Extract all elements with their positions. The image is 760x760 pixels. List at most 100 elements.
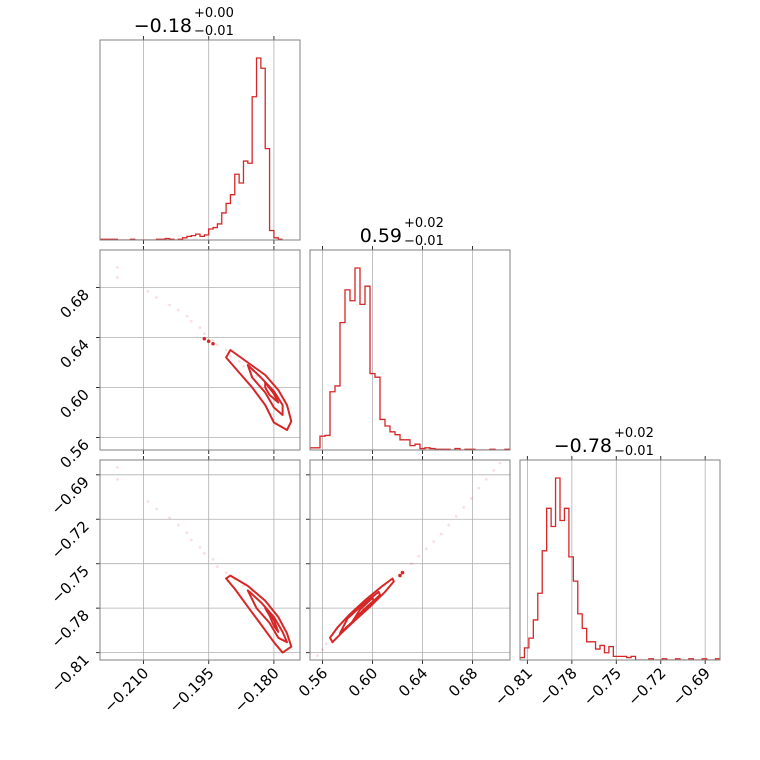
scatter-point [189,319,193,323]
scatter-point [185,531,189,534]
x-tick-label: −0.75 [580,664,625,709]
y-tick-label: 0.56 [56,436,92,472]
x-tick-label: −0.195 [166,664,218,716]
scatter-point [242,364,245,368]
scatter-point [316,654,319,657]
panel-frame [309,249,511,451]
scatter-point [454,514,458,518]
panel-2-1 [306,456,511,664]
panel-frame [99,459,301,661]
scatter-point [176,308,180,312]
title-2: −0.78+0.02 −0.01 [554,426,654,459]
histogram-2 [520,477,720,660]
scatter-point [215,565,219,569]
dense-point [206,339,211,344]
scatter-point [409,562,413,566]
scatter-point [469,497,473,500]
panel-frame [99,39,301,241]
panel-1-1 [309,246,511,454]
x-tick-label: −0.72 [624,664,669,709]
contour-level-2 [264,381,280,404]
x-tick-label: 0.64 [395,664,431,700]
panel-2-0 [96,456,301,664]
scatter-point [224,571,228,574]
contour-level-2 [264,607,280,633]
x-tick-label: −0.180 [231,664,283,716]
title-value: −0.18 [134,15,192,37]
contour-level-2 [351,596,375,623]
scatter-point [462,506,466,509]
scatter-point [115,477,119,481]
scatter-point [324,642,328,646]
y-tick-label: −0.72 [48,517,93,562]
histogram-1 [310,267,510,450]
dense-point [211,341,215,346]
y-tick-label: 0.68 [56,286,92,322]
panel-frame [309,459,511,661]
scatter-point [202,551,206,555]
panel-frame [99,249,301,451]
title-lower-error: −0.01 [614,444,654,459]
y-tick-label: −0.78 [48,606,93,651]
title-0: −0.18+0.00 −0.01 [134,6,234,39]
title-value: −0.78 [554,435,612,457]
x-tick-label: 0.68 [445,664,481,700]
contour-level-0 [225,349,293,431]
scatter-point [115,466,119,469]
dense-point [398,573,402,578]
x-tick-label: 0.56 [295,664,331,700]
scatter-point [255,374,258,378]
scatter-point [115,276,119,279]
scatter-point [198,326,202,329]
scatter-point [229,354,232,358]
scatter-point [439,532,443,536]
scatter-point [168,516,171,520]
scatter-point [321,648,324,652]
y-tick-label: −0.75 [48,562,93,607]
scatter-point [498,461,502,465]
contour-level-0 [225,574,293,654]
scatter-point [215,343,219,347]
x-tick-label: −0.69 [669,664,714,709]
scatter-point [211,557,215,561]
scatter-point [484,477,488,481]
scatter-point [211,338,215,342]
x-tick-label: −0.78 [535,664,580,709]
scatter-point [447,523,451,527]
scatter-point [224,348,228,352]
title-upper-error: +0.02 [404,216,444,231]
panel-0-0 [99,36,301,244]
dense-point [202,336,207,341]
scatter-point [492,468,496,472]
panel-2-2 [519,456,721,664]
scatter-point [155,296,158,299]
scatter-point [432,540,436,543]
scatter-point [185,314,189,318]
scatter-point [189,538,193,542]
scatter-point [168,303,171,307]
dense-point [400,570,405,575]
title-upper-error: +0.02 [614,426,654,441]
x-tick-label: −0.210 [100,664,152,716]
y-tick-label: 0.60 [56,386,92,422]
title-upper-error: +0.00 [194,6,234,21]
scatter-point [237,359,241,363]
scatter-point [198,546,202,549]
scatter-point [176,523,180,527]
scatter-point [424,547,428,551]
scatter-point [202,332,206,336]
panel-frame [519,459,721,661]
title-1: 0.59+0.02 −0.01 [360,216,444,249]
x-tick-label: 0.60 [345,664,381,700]
scatter-point [115,266,119,269]
x-tick-label: −0.81 [491,664,536,709]
scatter-point [146,500,150,503]
scatter-point [155,507,158,511]
scatter-point [477,486,481,490]
title-value: 0.59 [360,225,402,247]
y-tick-label: −0.69 [48,473,93,518]
y-tick-label: −0.81 [48,651,93,696]
scatter-point [242,584,245,588]
title-lower-error: −0.01 [404,234,444,249]
